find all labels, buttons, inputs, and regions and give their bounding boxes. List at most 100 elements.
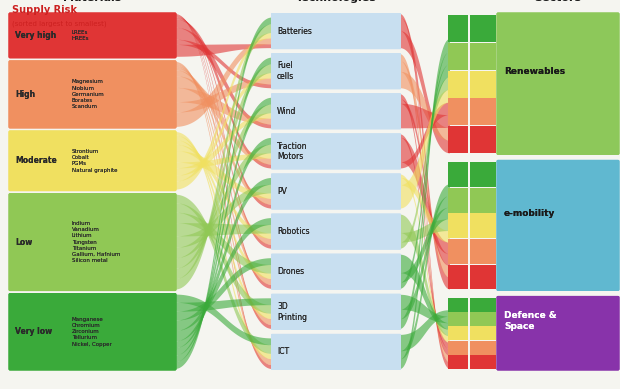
Text: Wind: Wind — [277, 107, 296, 116]
Text: Robotics: Robotics — [277, 227, 309, 236]
Bar — [470, 213, 496, 238]
Text: Fuel
cells: Fuel cells — [277, 61, 294, 81]
Bar — [448, 265, 468, 289]
FancyBboxPatch shape — [271, 173, 401, 210]
Bar — [448, 298, 468, 312]
Bar — [470, 98, 496, 126]
FancyBboxPatch shape — [271, 93, 401, 129]
Polygon shape — [175, 203, 272, 314]
FancyBboxPatch shape — [9, 12, 177, 58]
Text: Traction
Motors: Traction Motors — [277, 142, 308, 161]
Polygon shape — [175, 132, 272, 359]
Bar — [470, 43, 496, 70]
Polygon shape — [175, 151, 272, 199]
Bar — [470, 341, 496, 355]
Text: Materials: Materials — [63, 0, 122, 3]
Polygon shape — [175, 194, 272, 354]
Bar — [470, 312, 496, 326]
Bar — [470, 298, 496, 312]
Text: Moderate: Moderate — [15, 156, 57, 165]
Polygon shape — [175, 258, 272, 321]
Polygon shape — [175, 40, 272, 88]
Polygon shape — [400, 174, 450, 343]
Polygon shape — [175, 105, 272, 269]
Text: Low: Low — [15, 238, 32, 247]
Bar — [470, 43, 496, 70]
Polygon shape — [400, 64, 450, 289]
Text: Renewables: Renewables — [504, 67, 565, 76]
FancyBboxPatch shape — [271, 254, 401, 290]
FancyBboxPatch shape — [271, 53, 401, 89]
Text: Robotics: Robotics — [277, 227, 309, 236]
Text: Wind: Wind — [277, 107, 296, 116]
Bar — [448, 355, 468, 369]
Text: High: High — [15, 90, 35, 99]
Polygon shape — [175, 15, 272, 329]
FancyBboxPatch shape — [271, 294, 401, 330]
Polygon shape — [400, 215, 450, 336]
Polygon shape — [175, 218, 272, 331]
Bar — [448, 162, 468, 187]
Polygon shape — [400, 295, 450, 323]
Bar — [448, 43, 468, 70]
Polygon shape — [175, 294, 272, 345]
Polygon shape — [175, 73, 272, 182]
Text: LREEs
HREEs: LREEs HREEs — [72, 30, 89, 41]
Bar — [448, 239, 468, 264]
Polygon shape — [400, 219, 450, 242]
FancyBboxPatch shape — [9, 12, 177, 58]
Polygon shape — [400, 138, 450, 254]
Bar — [448, 326, 468, 340]
Polygon shape — [400, 102, 450, 168]
Text: Very low: Very low — [15, 327, 52, 336]
Bar — [448, 70, 468, 98]
FancyBboxPatch shape — [271, 214, 401, 250]
Bar — [448, 162, 468, 187]
Bar — [470, 239, 496, 264]
Text: e-mobility: e-mobility — [504, 209, 556, 218]
Polygon shape — [400, 14, 450, 369]
Polygon shape — [400, 77, 450, 249]
Polygon shape — [175, 98, 272, 356]
Polygon shape — [175, 78, 272, 112]
Polygon shape — [175, 138, 272, 348]
FancyBboxPatch shape — [497, 12, 619, 155]
Bar — [470, 326, 496, 340]
FancyBboxPatch shape — [497, 160, 619, 291]
Text: Manganese
Chromium
Zirconium
Tellurium
Nickel, Copper: Manganese Chromium Zirconium Tellurium N… — [72, 317, 112, 347]
Polygon shape — [175, 66, 272, 285]
FancyBboxPatch shape — [9, 60, 177, 128]
Bar — [448, 126, 468, 153]
Polygon shape — [175, 25, 272, 289]
Polygon shape — [400, 184, 450, 359]
Polygon shape — [175, 62, 272, 365]
FancyBboxPatch shape — [271, 13, 401, 49]
Text: Manganese
Chromium
Zirconium
Tellurium
Nickel, Copper: Manganese Chromium Zirconium Tellurium N… — [72, 317, 112, 347]
FancyBboxPatch shape — [9, 293, 177, 370]
Polygon shape — [400, 255, 450, 330]
Polygon shape — [400, 310, 450, 351]
Bar — [448, 341, 468, 355]
Polygon shape — [400, 54, 450, 363]
Polygon shape — [400, 208, 450, 283]
Bar — [448, 126, 468, 153]
FancyBboxPatch shape — [497, 296, 619, 370]
Polygon shape — [175, 18, 272, 209]
Bar — [448, 213, 468, 238]
Bar — [448, 188, 468, 213]
FancyBboxPatch shape — [9, 193, 177, 291]
Bar — [448, 312, 468, 326]
Polygon shape — [175, 140, 272, 279]
Text: Very high: Very high — [15, 31, 56, 40]
Text: ICT: ICT — [277, 347, 289, 356]
Bar — [448, 70, 468, 98]
Text: Strontium
Cobalt
PGMs
Natural graphite: Strontium Cobalt PGMs Natural graphite — [72, 149, 118, 173]
Text: High: High — [15, 90, 35, 99]
Text: Batteries: Batteries — [277, 26, 312, 35]
Text: Indium
Vanadium
Lithium
Tungsten
Titanium
Gallium, Hafnium
Silicon metal: Indium Vanadium Lithium Tungsten Titaniu… — [72, 221, 120, 263]
Polygon shape — [400, 90, 450, 209]
Bar — [470, 126, 496, 153]
Bar — [448, 15, 468, 42]
Polygon shape — [175, 76, 272, 165]
Bar — [470, 188, 496, 213]
